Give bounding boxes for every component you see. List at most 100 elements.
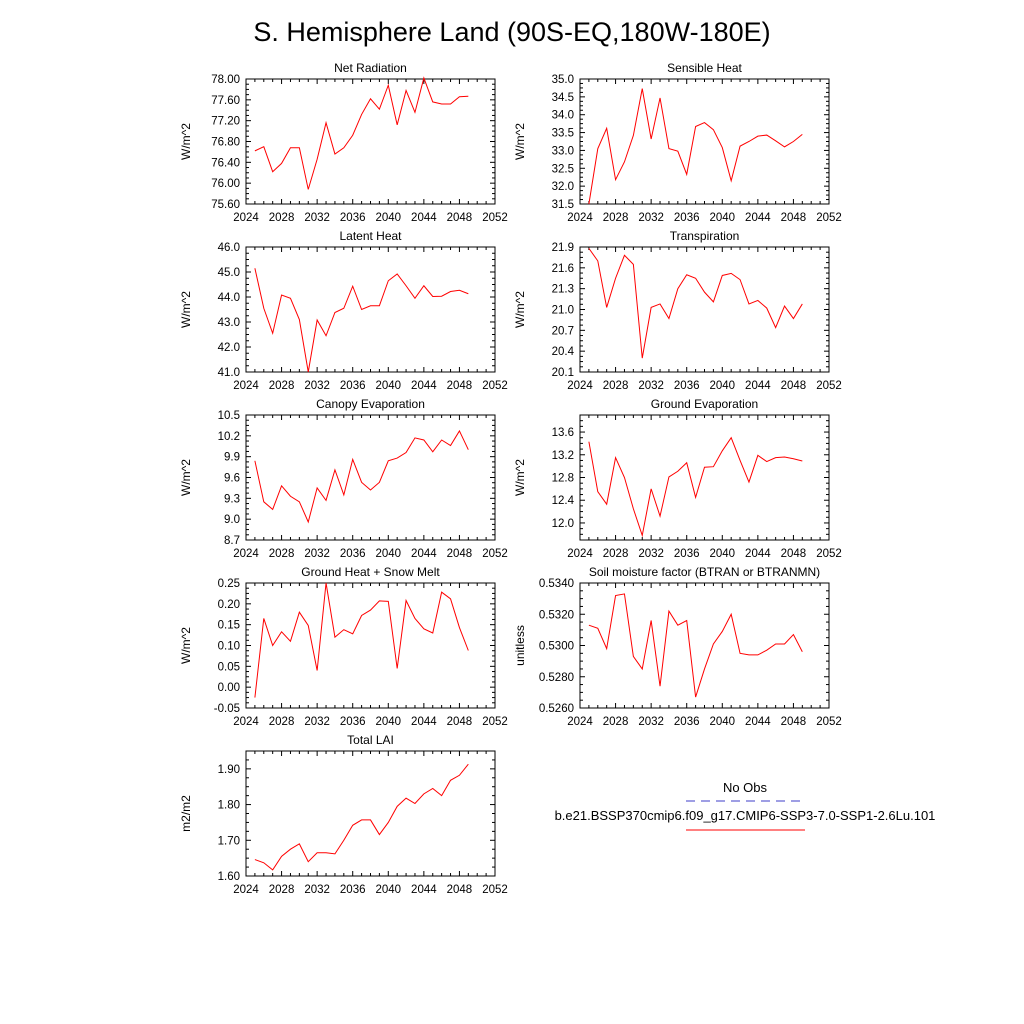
x-tick-label: 2028 [269,380,295,392]
panel-title: Transpiration [670,229,740,243]
y-tick-label: 9.3 [224,493,240,505]
y-tick-label: 0.10 [218,641,240,653]
x-tick-label: 2052 [482,884,508,896]
x-tick-label: 2040 [709,716,735,728]
y-tick-label: 12.4 [552,495,575,507]
x-tick-label: 2044 [411,212,437,224]
y-tick-label: 32.0 [552,181,574,193]
x-tick-label: 2048 [447,212,473,224]
y-tick-label: 0.20 [218,599,240,611]
series-line [588,436,803,538]
plot-frame [245,750,496,877]
y-tick-label: 32.5 [552,163,574,175]
y-tick-label: 45.0 [218,267,240,279]
x-tick-label: 2040 [375,548,401,560]
plot-frame [579,246,830,373]
x-tick-label: 2024 [233,212,259,224]
panel-5: Canopy Evaporation W/m^2 2024 2028 2032 2036 2… [179,397,508,560]
series-line [588,248,803,359]
x-tick-label: 2032 [304,380,330,392]
x-tick-label: 2040 [709,548,735,560]
panel-6: Ground Evaporation W/m^2 2024 2028 2032 2036 2… [513,397,842,560]
x-tick-label: 2036 [674,380,700,392]
y-tick-label: 43.0 [218,317,240,329]
series-line [588,593,803,698]
x-tick-label: 2052 [816,716,842,728]
x-tick-label: 2048 [447,380,473,392]
x-tick-label: 2032 [304,716,330,728]
panel-title: Net Radiation [334,61,407,75]
y-tick-label: 44.0 [218,292,240,304]
panel-9: Total LAI m2/m2 2024 2028 2032 2036 2040 2044 20… [179,733,508,896]
plot-frame [579,414,830,541]
x-tick-label: 2048 [447,716,473,728]
x-tick-label: 2048 [447,884,473,896]
series-line [254,429,469,524]
x-tick-label: 2024 [233,884,259,896]
x-tick-label: 2048 [781,380,807,392]
x-tick-label: 2052 [816,380,842,392]
y-tick-label: 33.5 [552,128,574,140]
panel-title: Ground Evaporation [651,397,758,411]
x-tick-label: 2028 [603,380,629,392]
x-tick-label: 2052 [816,548,842,560]
y-axis-label: W/m^2 [513,459,527,496]
y-tick-label: 21.0 [552,305,574,317]
y-tick-label: 10.5 [218,410,240,422]
y-tick-label: 8.7 [224,535,240,547]
x-tick-label: 2052 [482,380,508,392]
plot-frame [245,582,496,709]
y-axis-label: W/m^2 [513,123,527,160]
plot-frame [579,582,830,709]
figure-title: S. Hemisphere Land (90S-EQ,180W-180E) [253,17,770,47]
y-tick-label: 21.3 [552,284,574,296]
y-axis-label: W/m^2 [179,291,193,328]
y-tick-label: 76.00 [211,178,240,190]
y-tick-label: 1.80 [218,800,240,812]
plot-frame [245,246,496,373]
y-tick-label: 0.5260 [539,703,574,715]
x-tick-label: 2032 [638,716,664,728]
y-tick-label: 33.0 [552,145,574,157]
x-tick-label: 2032 [638,548,664,560]
series-line [254,76,469,190]
y-tick-label: 75.60 [211,199,240,211]
y-tick-label: 0.5280 [539,672,574,684]
series-line [254,268,469,373]
y-tick-label: 9.0 [224,514,240,526]
x-tick-label: 2024 [233,380,259,392]
y-axis-label: unitless [513,625,527,666]
x-tick-label: 2028 [269,212,295,224]
x-tick-label: 2032 [638,380,664,392]
x-tick-label: 2036 [674,548,700,560]
y-axis-label: W/m^2 [179,123,193,160]
x-tick-label: 2048 [781,548,807,560]
x-tick-label: 2044 [745,548,771,560]
legend-obs-label: No Obs [723,780,768,795]
y-tick-label: 1.70 [218,835,240,847]
y-tick-label: 20.4 [552,346,575,358]
x-tick-label: 2032 [304,884,330,896]
panel-8: Soil moisture factor (BTRAN or BTRANMN) u… [513,565,842,728]
y-tick-label: 78.00 [211,74,240,86]
y-axis-label: W/m^2 [513,291,527,328]
panel-3: Latent Heat W/m^2 2024 2028 2032 2036 2040 2044… [179,229,508,392]
x-tick-label: 2024 [567,548,593,560]
y-tick-label: 1.60 [218,871,240,883]
panel-title: Total LAI [347,733,394,747]
x-tick-label: 2028 [603,212,629,224]
x-tick-label: 2040 [375,884,401,896]
panel-7: Ground Heat + Snow Melt W/m^2 2024 2028 2032… [179,565,508,728]
y-tick-label: 77.20 [211,116,240,128]
x-tick-label: 2024 [233,716,259,728]
x-tick-label: 2036 [340,884,366,896]
x-tick-label: 2024 [567,380,593,392]
y-tick-label: 0.15 [218,620,240,632]
panel-1: Net Radiation W/m^2 2024 2028 2032 2036 2040 20… [179,61,508,224]
y-tick-label: 76.40 [211,157,240,169]
y-tick-label: 0.5320 [539,609,574,621]
y-tick-label: 76.80 [211,137,240,149]
x-tick-label: 2024 [567,212,593,224]
y-tick-label: 12.0 [552,518,574,530]
x-tick-label: 2044 [411,380,437,392]
